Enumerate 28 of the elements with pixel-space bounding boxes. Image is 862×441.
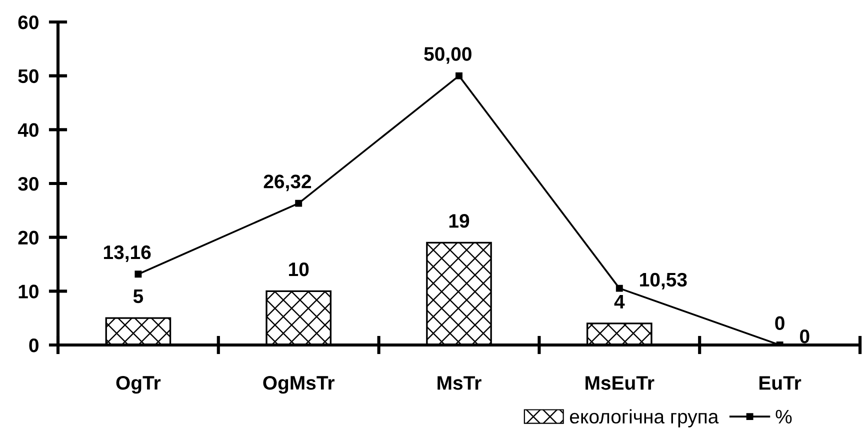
point <box>295 200 302 207</box>
y-tick-label: 40 <box>18 123 38 137</box>
y-tick-label: 30 <box>18 176 38 191</box>
x-tick-label: OgTr <box>116 376 161 394</box>
legend-label: екологічна група <box>570 409 719 428</box>
point <box>134 270 142 278</box>
data-label: 19 <box>449 214 470 228</box>
data-label: 10,53 <box>640 272 687 290</box>
x-tick-label: OgMsTr <box>263 376 334 394</box>
y-tick-label: 0 <box>29 338 38 352</box>
data-label: 13,16 <box>104 245 151 262</box>
data-label: 26,32 <box>264 174 312 192</box>
data-label: 50,00 <box>424 47 472 64</box>
point <box>456 72 462 80</box>
point <box>616 284 623 292</box>
data-label: 0 <box>800 330 810 344</box>
data-label: 5 <box>133 290 144 304</box>
y-tick-label: 50 <box>18 69 38 84</box>
y-tick-label: 60 <box>18 15 38 30</box>
legend-label: % <box>776 410 792 424</box>
data-label: 10 <box>289 262 309 276</box>
x-tick-label: MsEuTr <box>586 376 654 390</box>
data-label: 0 <box>775 316 784 330</box>
y-tick-label: 10 <box>18 284 38 298</box>
y-tick-label: 20 <box>18 230 38 245</box>
data-label: 4 <box>614 294 625 308</box>
x-tick-label: MsTr <box>438 376 482 390</box>
x-tick-label: EuTr <box>759 376 802 390</box>
